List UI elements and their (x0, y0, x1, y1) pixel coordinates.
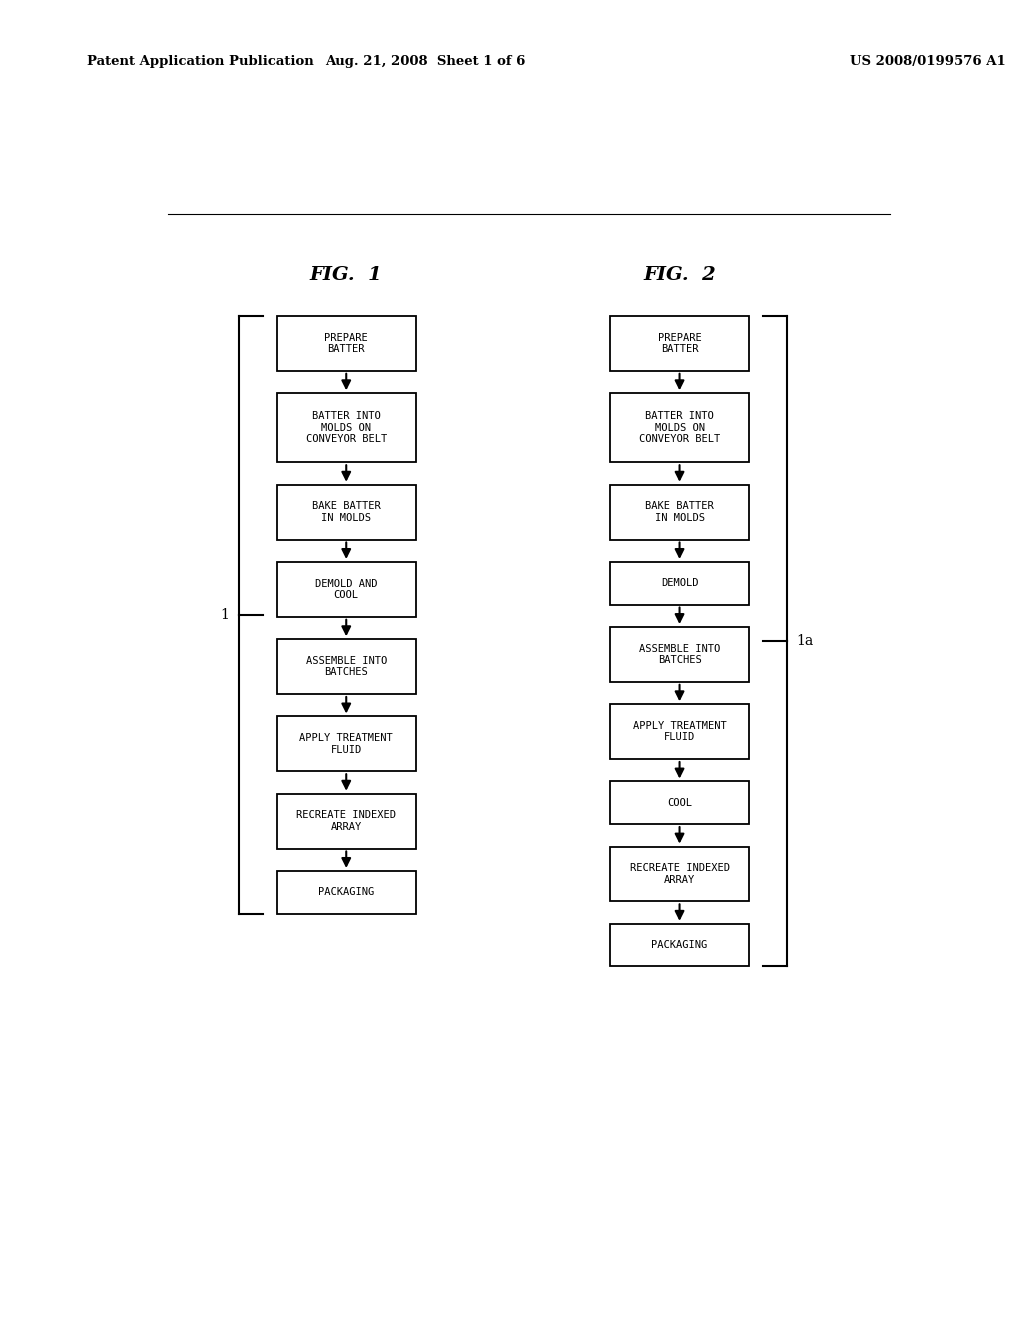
FancyBboxPatch shape (276, 562, 416, 616)
FancyBboxPatch shape (610, 562, 749, 605)
Text: BATTER INTO
MOLDS ON
CONVEYOR BELT: BATTER INTO MOLDS ON CONVEYOR BELT (305, 411, 387, 445)
Text: DEMOLD: DEMOLD (660, 578, 698, 589)
Text: RECREATE INDEXED
ARRAY: RECREATE INDEXED ARRAY (296, 810, 396, 832)
Text: FIG.  1: FIG. 1 (310, 267, 383, 284)
FancyBboxPatch shape (610, 315, 749, 371)
Text: APPLY TREATMENT
FLUID: APPLY TREATMENT FLUID (299, 733, 393, 755)
FancyBboxPatch shape (610, 846, 749, 902)
Text: ASSEMBLE INTO
BATCHES: ASSEMBLE INTO BATCHES (639, 644, 720, 665)
Text: PACKAGING: PACKAGING (651, 940, 708, 950)
FancyBboxPatch shape (276, 871, 416, 913)
Text: RECREATE INDEXED
ARRAY: RECREATE INDEXED ARRAY (630, 863, 729, 884)
Text: Aug. 21, 2008  Sheet 1 of 6: Aug. 21, 2008 Sheet 1 of 6 (325, 55, 525, 69)
Text: DEMOLD AND
COOL: DEMOLD AND COOL (315, 578, 378, 601)
FancyBboxPatch shape (610, 484, 749, 540)
FancyBboxPatch shape (276, 793, 416, 849)
FancyBboxPatch shape (276, 484, 416, 540)
FancyBboxPatch shape (276, 639, 416, 694)
Text: ASSEMBLE INTO
BATCHES: ASSEMBLE INTO BATCHES (305, 656, 387, 677)
FancyBboxPatch shape (610, 627, 749, 682)
FancyBboxPatch shape (276, 315, 416, 371)
FancyBboxPatch shape (610, 781, 749, 824)
Text: BAKE BATTER
IN MOLDS: BAKE BATTER IN MOLDS (645, 502, 714, 523)
FancyBboxPatch shape (610, 924, 749, 966)
Text: Patent Application Publication: Patent Application Publication (87, 55, 313, 69)
Text: PREPARE
BATTER: PREPARE BATTER (325, 333, 368, 354)
FancyBboxPatch shape (276, 717, 416, 771)
FancyBboxPatch shape (276, 393, 416, 462)
Text: US 2008/0199576 A1: US 2008/0199576 A1 (850, 55, 1006, 69)
FancyBboxPatch shape (610, 704, 749, 759)
Text: FIG.  2: FIG. 2 (643, 267, 716, 284)
Text: BAKE BATTER
IN MOLDS: BAKE BATTER IN MOLDS (312, 502, 381, 523)
Text: APPLY TREATMENT
FLUID: APPLY TREATMENT FLUID (633, 721, 726, 742)
Text: 1a: 1a (797, 634, 814, 648)
Text: PREPARE
BATTER: PREPARE BATTER (657, 333, 701, 354)
Text: COOL: COOL (667, 797, 692, 808)
Text: PACKAGING: PACKAGING (318, 887, 375, 898)
Text: 1: 1 (220, 607, 229, 622)
FancyBboxPatch shape (610, 393, 749, 462)
Text: BATTER INTO
MOLDS ON
CONVEYOR BELT: BATTER INTO MOLDS ON CONVEYOR BELT (639, 411, 720, 445)
